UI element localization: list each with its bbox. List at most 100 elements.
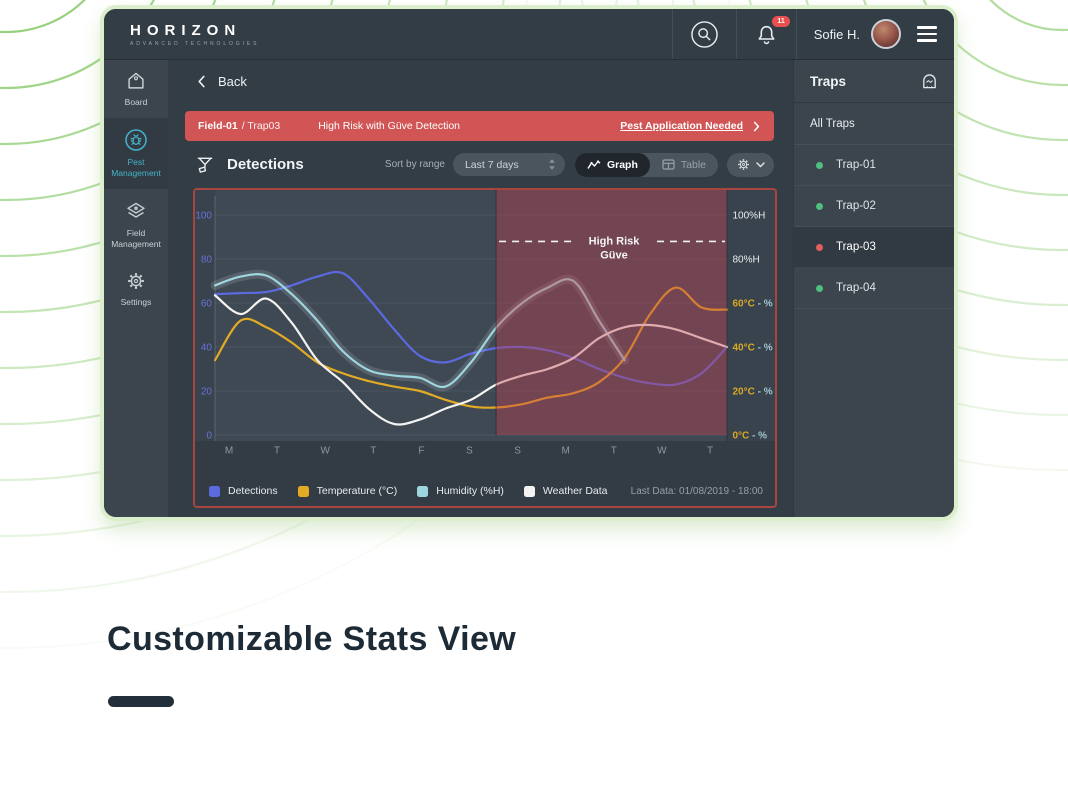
chart-settings-button[interactable] bbox=[727, 152, 774, 177]
svg-text:60: 60 bbox=[201, 299, 213, 310]
all-traps-button[interactable]: All Traps bbox=[794, 103, 954, 145]
traps-title: Traps bbox=[810, 73, 847, 89]
logo-title: HORIZON bbox=[130, 21, 242, 39]
legend-swatch bbox=[297, 485, 309, 497]
sidebar-item-field-management[interactable]: Field Management bbox=[104, 189, 168, 260]
chart-panel: High Risk Güve 0 20 40 60 80 100 M T W T F S S M T W T 100%… bbox=[193, 188, 777, 508]
topbar-right: 11 Sofie H. bbox=[671, 9, 954, 59]
detections-chart: High Risk Güve 0 20 40 60 80 100 M T W T F S S M T W T 100%… bbox=[195, 190, 775, 506]
gear-icon bbox=[736, 157, 751, 172]
svg-text:100%H: 100%H bbox=[733, 211, 766, 222]
main-content: Back Field-01 / Trap03 High Risk with Gü… bbox=[168, 60, 793, 517]
svg-text:80: 80 bbox=[201, 255, 213, 266]
svg-text:T: T bbox=[707, 446, 713, 457]
legend-swatch bbox=[523, 485, 535, 497]
legend-label: Humidity (%H) bbox=[436, 485, 504, 497]
sidebar-item-board[interactable]: Board bbox=[104, 60, 168, 118]
body-row: Board Pest Management Field Management Sett… bbox=[104, 60, 954, 517]
trap-name: Trap-03 bbox=[836, 241, 876, 253]
user-menu[interactable]: Sofie H. bbox=[795, 9, 954, 59]
svg-text:W: W bbox=[320, 446, 330, 457]
section-title: Detections bbox=[227, 156, 304, 173]
legend-item: Detections bbox=[209, 485, 278, 497]
trap-item-trap-03[interactable]: Trap-03 bbox=[794, 227, 954, 268]
hamburger-menu-icon[interactable] bbox=[917, 26, 937, 42]
svg-text:T: T bbox=[370, 446, 376, 457]
range-select[interactable]: Last 7 days bbox=[452, 153, 565, 176]
notifications-button[interactable]: 11 bbox=[735, 9, 796, 59]
topbar: HORIZON ADVANCED TECHNOLOGIES bbox=[104, 9, 954, 60]
search-icon bbox=[690, 20, 719, 49]
back-label: Back bbox=[218, 73, 247, 89]
alert-trap: / Trap03 bbox=[241, 120, 281, 132]
table-label: Table bbox=[680, 158, 706, 171]
svg-text:T: T bbox=[274, 446, 280, 457]
svg-text:F: F bbox=[418, 446, 424, 457]
trap-name: Trap-01 bbox=[836, 159, 876, 171]
svg-text:S: S bbox=[466, 446, 473, 457]
graph-view-button[interactable]: Graph bbox=[574, 152, 650, 177]
legend-swatch bbox=[209, 485, 220, 497]
notification-badge: 11 bbox=[772, 15, 790, 27]
trap-status-dot bbox=[816, 161, 823, 169]
back-button[interactable]: Back bbox=[168, 60, 793, 102]
graph-icon bbox=[587, 159, 601, 169]
caption-title: Customizable Stats View bbox=[107, 620, 517, 658]
svg-text:M: M bbox=[225, 446, 233, 457]
legend-items: Detections Temperature (°C) Humidity (%H) W… bbox=[209, 485, 608, 497]
sidebar-item-label: Settings bbox=[120, 297, 152, 308]
legend-swatch bbox=[417, 485, 429, 497]
svg-text:T: T bbox=[611, 446, 617, 457]
sidebar-item-label: Field Management bbox=[111, 228, 161, 250]
trap-item-trap-01[interactable]: Trap-01 bbox=[794, 145, 954, 186]
sort-by-range-label: Sort by range bbox=[384, 159, 445, 170]
caption-underline bbox=[108, 696, 174, 707]
chart-legend: Detections Temperature (°C) Humidity (%H) W… bbox=[209, 485, 763, 497]
all-traps-label: All Traps bbox=[810, 117, 855, 130]
svg-text:Güve: Güve bbox=[600, 249, 628, 261]
svg-text:M: M bbox=[562, 446, 570, 457]
trap-funnel-icon bbox=[194, 153, 217, 176]
graph-label: Graph bbox=[606, 158, 638, 171]
legend-label: Weather Data bbox=[542, 485, 608, 497]
alert-message: High Risk with Güve Detection bbox=[318, 120, 461, 132]
trap-item-trap-04[interactable]: Trap-04 bbox=[794, 268, 954, 309]
alert-action-link[interactable]: Pest Application Needed bbox=[620, 120, 761, 132]
search-button[interactable] bbox=[671, 9, 736, 59]
logo-subtitle: ADVANCED TECHNOLOGIES bbox=[130, 40, 260, 47]
svg-text:80%H: 80%H bbox=[733, 255, 760, 266]
trap-list: Trap-01 Trap-02 Trap-03 Trap-04 bbox=[794, 145, 954, 309]
spinner-arrows-icon bbox=[548, 158, 556, 171]
pest-icon bbox=[124, 128, 148, 152]
table-view-button[interactable]: Table bbox=[650, 153, 718, 177]
user-name: Sofie H. bbox=[813, 26, 860, 42]
bell-icon: 11 bbox=[754, 15, 790, 47]
svg-text:0: 0 bbox=[206, 431, 212, 442]
detections-toolbar: Detections Sort by range Last 7 days Gra… bbox=[168, 141, 793, 188]
field-icon bbox=[124, 199, 148, 223]
legend-label: Temperature (°C) bbox=[316, 485, 398, 497]
trap-name: Trap-04 bbox=[836, 282, 876, 294]
svg-text:60°C - %: 60°C - % bbox=[733, 299, 773, 310]
traps-panel: Traps All Traps Trap-01 Trap-02 Trap-03 Tra… bbox=[793, 60, 954, 517]
sidebar-item-pest-management[interactable]: Pest Management bbox=[104, 118, 168, 190]
svg-text:High Risk: High Risk bbox=[589, 235, 641, 247]
svg-text:S: S bbox=[514, 446, 521, 457]
svg-text:W: W bbox=[657, 446, 667, 457]
trap-status-dot bbox=[816, 202, 823, 210]
alert-banner: Field-01 / Trap03 High Risk with Güve De… bbox=[185, 111, 774, 141]
chevron-down-icon bbox=[756, 161, 765, 168]
sidebar-item-label: Board bbox=[124, 97, 148, 107]
chevron-left-icon bbox=[196, 75, 207, 88]
sidebar: Board Pest Management Field Management Sett… bbox=[104, 60, 168, 517]
legend-label: Detections bbox=[228, 485, 278, 497]
alert-field: Field-01 bbox=[198, 120, 238, 132]
trap-item-trap-02[interactable]: Trap-02 bbox=[794, 186, 954, 227]
home-icon bbox=[125, 70, 147, 92]
trap-icon bbox=[919, 71, 940, 92]
gear-icon bbox=[125, 270, 147, 292]
avatar[interactable] bbox=[871, 19, 901, 49]
svg-text:20: 20 bbox=[201, 387, 213, 398]
svg-text:100: 100 bbox=[195, 211, 212, 222]
sidebar-item-settings[interactable]: Settings bbox=[104, 260, 168, 318]
